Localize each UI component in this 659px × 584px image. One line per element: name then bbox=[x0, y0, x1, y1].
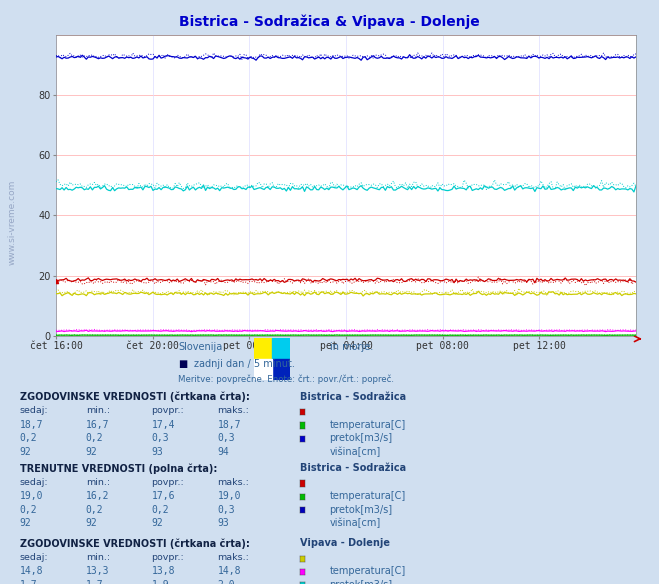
Text: 93: 93 bbox=[152, 447, 163, 457]
Text: 18,7: 18,7 bbox=[20, 420, 43, 430]
Text: temperatura[C]: temperatura[C] bbox=[330, 566, 406, 576]
Text: pretok[m3/s]: pretok[m3/s] bbox=[330, 580, 393, 584]
Text: 1,9: 1,9 bbox=[152, 580, 169, 584]
Text: 0,3: 0,3 bbox=[217, 505, 235, 515]
Text: TRENUTNE VREDNOSTI (polna črta):: TRENUTNE VREDNOSTI (polna črta): bbox=[20, 463, 217, 474]
Text: 0,2: 0,2 bbox=[20, 433, 38, 443]
Bar bbox=[272, 338, 290, 359]
Text: Bistrica - Sodražica & Vipava - Dolenje: Bistrica - Sodražica & Vipava - Dolenje bbox=[179, 15, 480, 29]
Text: maks.:: maks.: bbox=[217, 478, 249, 486]
Text: 92: 92 bbox=[152, 518, 163, 528]
Text: višina[cm]: višina[cm] bbox=[330, 518, 381, 529]
Text: temperatura[C]: temperatura[C] bbox=[330, 420, 406, 430]
Text: 0,2: 0,2 bbox=[86, 505, 103, 515]
Text: 14,8: 14,8 bbox=[20, 566, 43, 576]
Text: Bistrica - Sodražica: Bistrica - Sodražica bbox=[300, 463, 406, 473]
Text: sedaj:: sedaj: bbox=[20, 406, 48, 415]
Text: 0,2: 0,2 bbox=[86, 433, 103, 443]
Text: 17,4: 17,4 bbox=[152, 420, 175, 430]
Text: 18,7: 18,7 bbox=[217, 420, 241, 430]
Text: 0,3: 0,3 bbox=[217, 433, 235, 443]
Text: min.:: min.: bbox=[86, 478, 110, 486]
Text: temperatura[C]: temperatura[C] bbox=[330, 491, 406, 501]
Text: 13,3: 13,3 bbox=[86, 566, 109, 576]
Text: 0,2: 0,2 bbox=[152, 505, 169, 515]
Text: maks.:: maks.: bbox=[217, 553, 249, 562]
Text: 19,0: 19,0 bbox=[20, 491, 43, 501]
Text: pretok[m3/s]: pretok[m3/s] bbox=[330, 433, 393, 443]
Text: min.:: min.: bbox=[86, 553, 110, 562]
Text: 2,0: 2,0 bbox=[217, 580, 235, 584]
Text: zadnji dan / 5 minut.: zadnji dan / 5 minut. bbox=[194, 359, 295, 369]
Text: sedaj:: sedaj: bbox=[20, 478, 48, 486]
Text: pretok[m3/s]: pretok[m3/s] bbox=[330, 505, 393, 515]
Text: Bistrica - Sodražica: Bistrica - Sodražica bbox=[300, 392, 406, 402]
Text: sedaj:: sedaj: bbox=[20, 553, 48, 562]
Text: 1,7: 1,7 bbox=[86, 580, 103, 584]
Text: 0,2: 0,2 bbox=[20, 505, 38, 515]
Text: 16,7: 16,7 bbox=[86, 420, 109, 430]
Bar bbox=[254, 359, 272, 380]
Bar bbox=[254, 338, 272, 359]
Text: ZGODOVINSKE VREDNOSTI (črtkana črta):: ZGODOVINSKE VREDNOSTI (črtkana črta): bbox=[20, 538, 250, 549]
Text: in morje.: in morje. bbox=[330, 342, 373, 352]
Text: maks.:: maks.: bbox=[217, 406, 249, 415]
Text: 17,6: 17,6 bbox=[152, 491, 175, 501]
Text: 1,7: 1,7 bbox=[20, 580, 38, 584]
Text: 14,8: 14,8 bbox=[217, 566, 241, 576]
Text: 94: 94 bbox=[217, 447, 229, 457]
Text: višina[cm]: višina[cm] bbox=[330, 447, 381, 457]
Text: ■: ■ bbox=[178, 359, 187, 369]
Text: 92: 92 bbox=[86, 518, 98, 528]
Text: 93: 93 bbox=[217, 518, 229, 528]
Bar bbox=[272, 359, 290, 380]
Text: povpr.:: povpr.: bbox=[152, 406, 185, 415]
Text: 92: 92 bbox=[20, 447, 32, 457]
Text: 13,8: 13,8 bbox=[152, 566, 175, 576]
Text: Vipava - Dolenje: Vipava - Dolenje bbox=[300, 538, 390, 548]
Text: povpr.:: povpr.: bbox=[152, 553, 185, 562]
Text: 92: 92 bbox=[20, 518, 32, 528]
Text: 16,2: 16,2 bbox=[86, 491, 109, 501]
Text: 0,3: 0,3 bbox=[152, 433, 169, 443]
Text: ZGODOVINSKE VREDNOSTI (črtkana črta):: ZGODOVINSKE VREDNOSTI (črtkana črta): bbox=[20, 392, 250, 402]
Text: www.si-vreme.com: www.si-vreme.com bbox=[8, 179, 17, 265]
Text: Meritve: povprečne. Enote: črt.: povr./črt.: popreč.: Meritve: povprečne. Enote: črt.: povr./č… bbox=[178, 374, 394, 384]
Text: Slovenija: Slovenija bbox=[178, 342, 222, 352]
Text: 92: 92 bbox=[86, 447, 98, 457]
Text: min.:: min.: bbox=[86, 406, 110, 415]
Text: 19,0: 19,0 bbox=[217, 491, 241, 501]
Text: povpr.:: povpr.: bbox=[152, 478, 185, 486]
